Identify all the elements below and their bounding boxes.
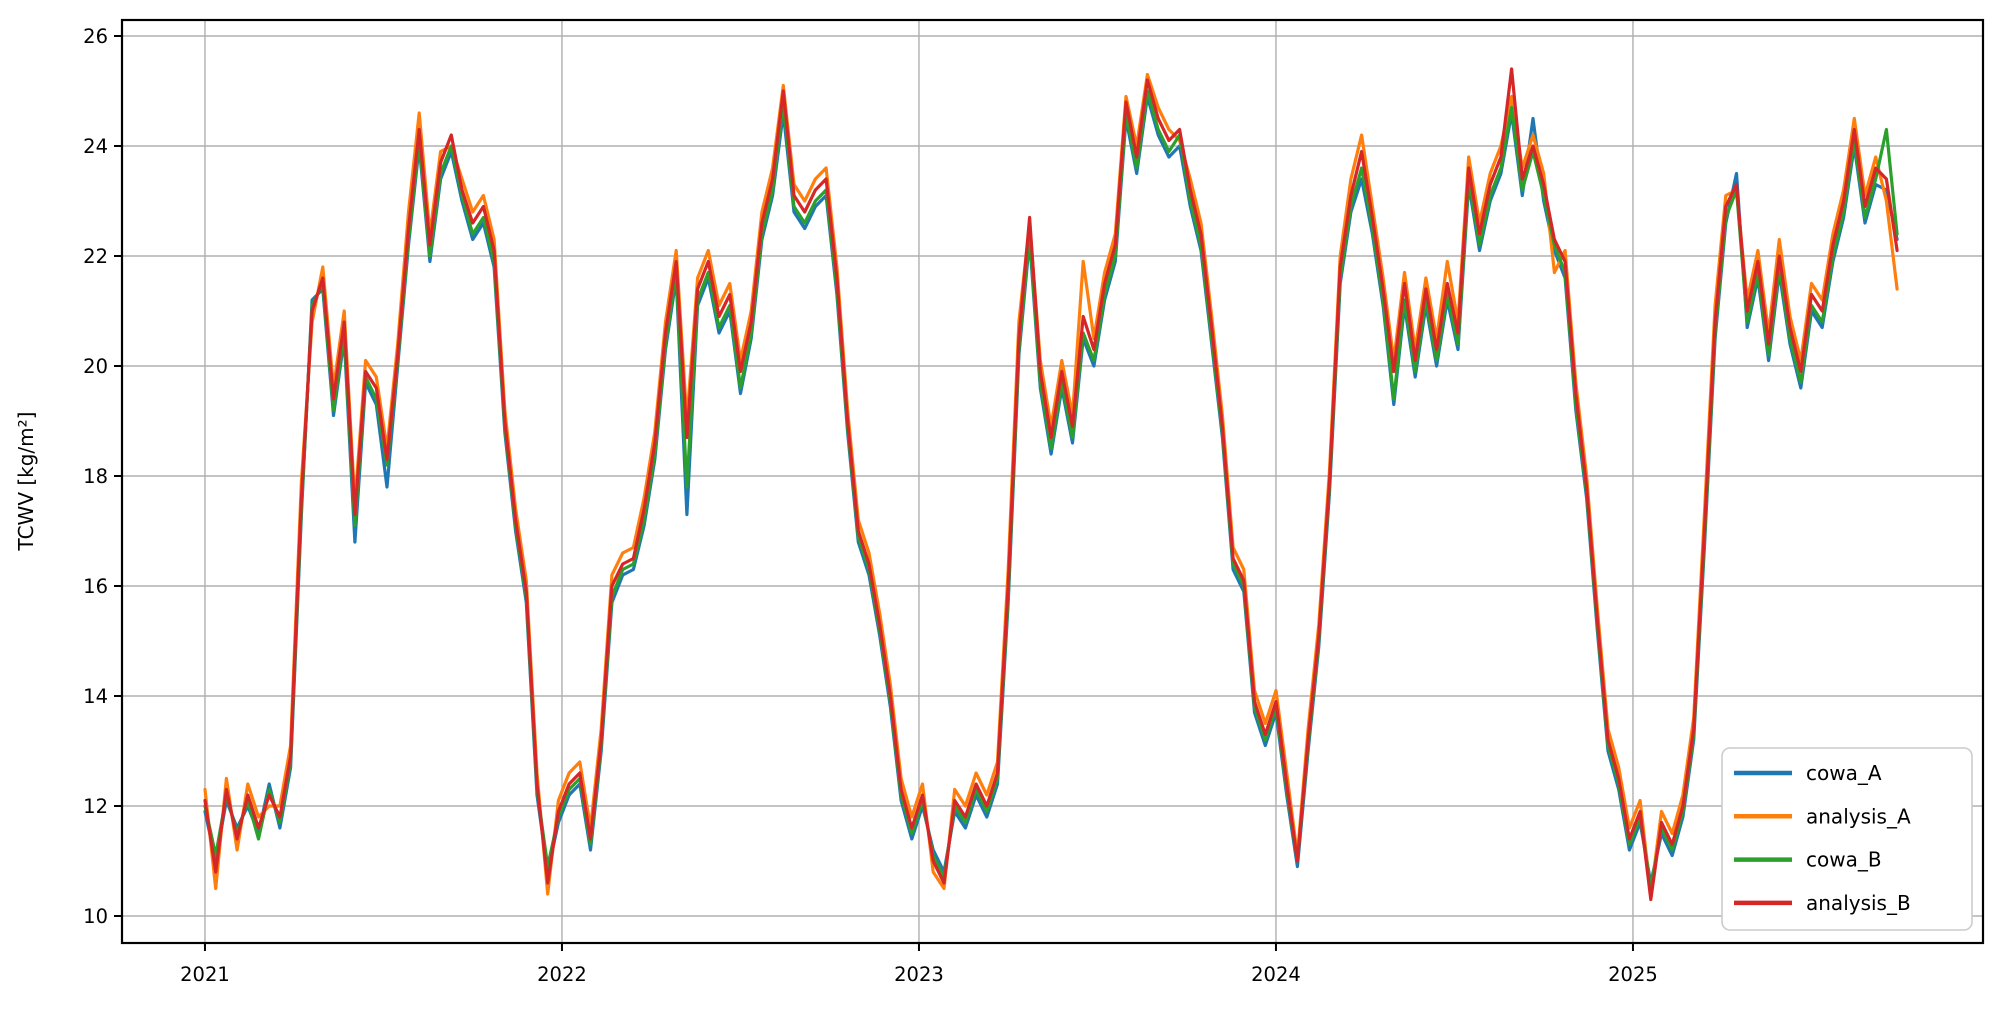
legend-label-analysis_A: analysis_A [1806, 804, 1911, 828]
y-axis-label: TCWV [kg/m²] [14, 412, 38, 552]
y-tick-label: 18 [83, 465, 108, 488]
legend: cowa_A analysis_A cowa_B analysis_B [1721, 747, 1973, 931]
x-tick-label: 2025 [1608, 963, 1658, 986]
y-tick-label: 26 [83, 25, 108, 48]
y-tick-label: 24 [83, 135, 108, 158]
y-tick-label: 22 [83, 245, 108, 268]
x-tick-label: 2023 [894, 963, 944, 986]
x-tick-label: 2024 [1251, 963, 1301, 986]
y-tick-label: 10 [83, 905, 108, 928]
legend-label-cowa_A: cowa_A [1806, 761, 1882, 785]
y-tick-label: 12 [83, 795, 108, 818]
axes-frame [120, 18, 1985, 945]
y-tick-label: 20 [83, 355, 108, 378]
legend-label-cowa_B: cowa_B [1806, 848, 1882, 872]
y-tick-label: 14 [83, 685, 108, 708]
legend-label-analysis_B: analysis_B [1806, 891, 1911, 915]
x-tick-label: 2022 [537, 963, 587, 986]
series-line-analysis_B [203, 67, 1899, 902]
y-tick-label: 16 [83, 575, 108, 598]
x-tick-label: 2021 [180, 963, 230, 986]
series-layer [203, 67, 1899, 902]
series-line-analysis_A [203, 72, 1899, 896]
legend-box [1721, 747, 1973, 931]
